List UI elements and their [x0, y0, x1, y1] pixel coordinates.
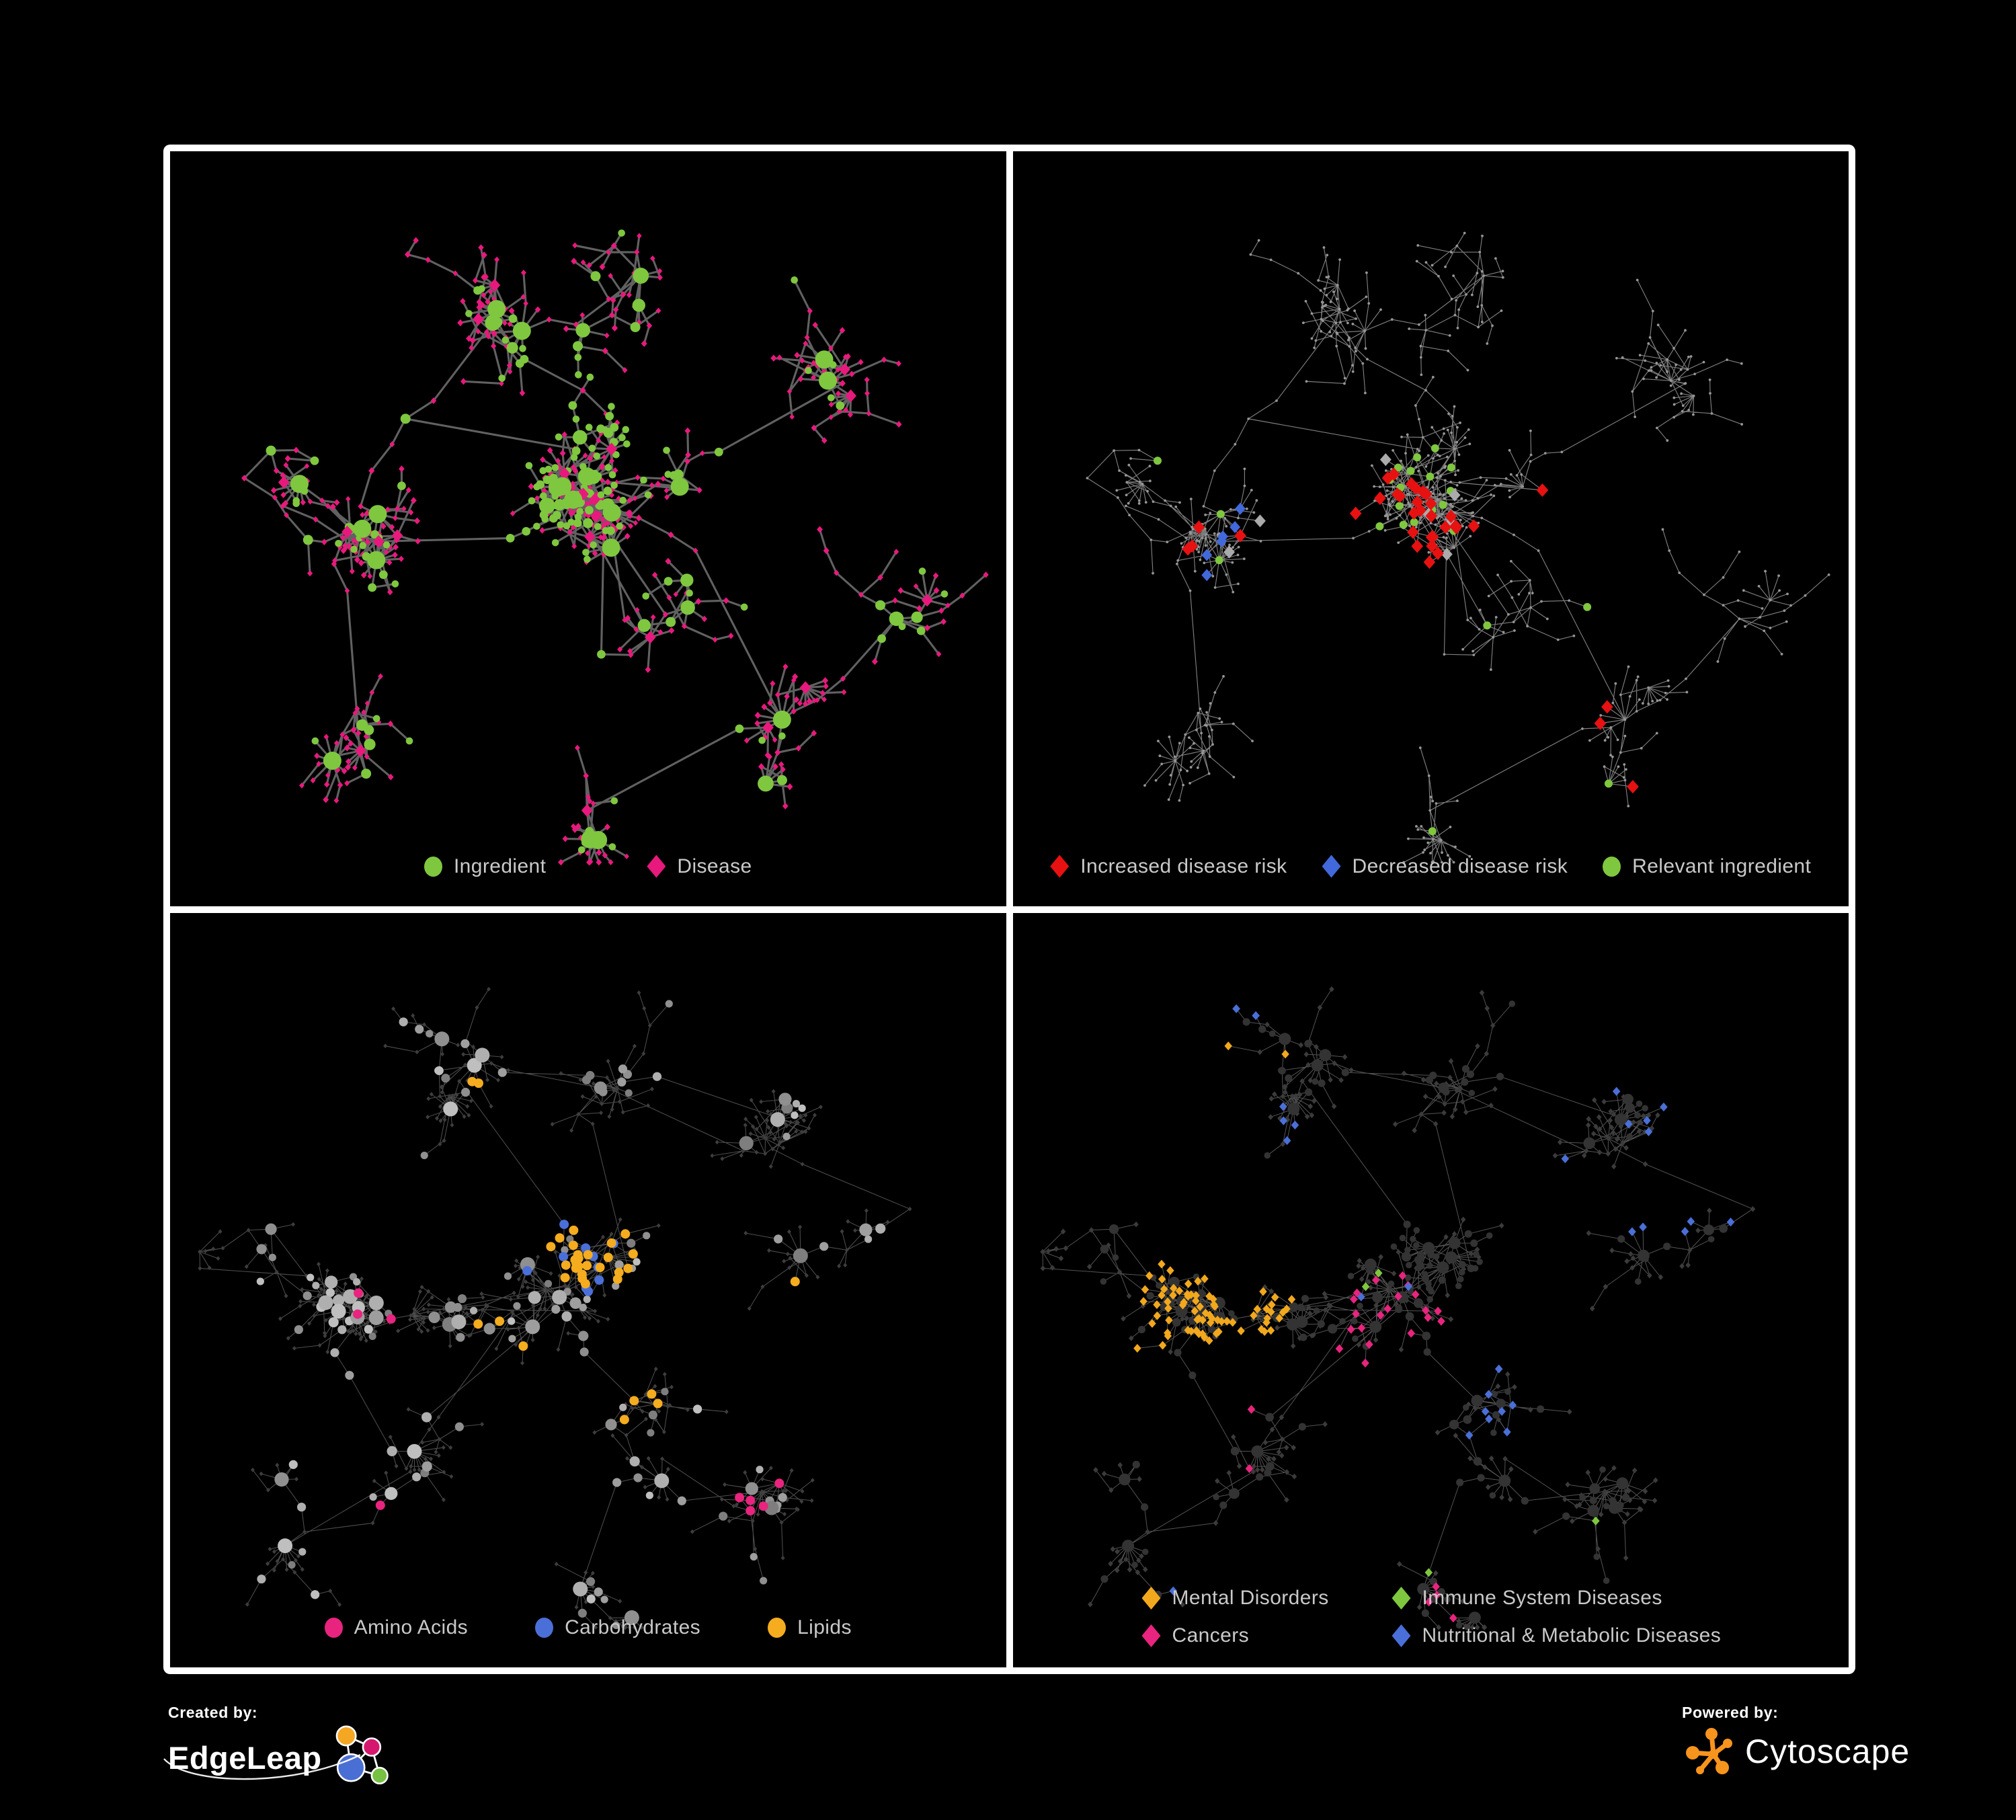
panel-grid: Ingredient Disease Increased disease ris… — [163, 145, 1855, 1674]
legend-item: Increased disease risk — [1050, 855, 1287, 878]
legend-item: Relevant ingredient — [1603, 855, 1811, 878]
legend-label: Disease — [677, 855, 752, 877]
cytoscape-branding: Powered by: Cytoscape — [1682, 1704, 1964, 1811]
panel-disease-classes: Mental Disorders Immune System Diseases … — [1012, 912, 1849, 1667]
disease-class-network — [1039, 986, 1755, 1630]
increased-risk-marker-icon — [1050, 855, 1070, 878]
edgeleap-logo-icon — [335, 1725, 389, 1785]
cancers-marker-icon — [1141, 1624, 1161, 1647]
edgeleap-wordmark: EdgeLeap — [168, 1740, 322, 1776]
edgeleap-logo-row: EdgeLeap — [168, 1723, 410, 1793]
legend-label: Amino Acids — [354, 1616, 469, 1638]
legend-label: Relevant ingredient — [1632, 855, 1812, 877]
decreased-risk-marker-icon — [1322, 855, 1341, 878]
amino-acids-marker-icon — [324, 1618, 343, 1638]
ingredient-disease-network — [241, 229, 989, 866]
disease-risk-network — [1086, 231, 1830, 864]
legend-item: Carbohydrates — [535, 1616, 700, 1639]
legend-item: Mental Disorders — [1141, 1587, 1392, 1610]
ingredient-marker-icon — [424, 856, 442, 877]
legend-item: Ingredient — [424, 855, 546, 878]
legend-item: Cancers — [1141, 1624, 1392, 1647]
legend-label: Cancers — [1172, 1624, 1250, 1647]
legend-label: Decreased disease risk — [1352, 855, 1568, 877]
legend-label: Ingredient — [453, 855, 547, 877]
legend-item: Lipids — [768, 1616, 852, 1639]
created-by-label: Created by: — [168, 1704, 258, 1721]
panel-nutrient-classes: Amino Acids Carbohydrates Lipids — [170, 912, 1006, 1667]
lipids-marker-icon — [768, 1618, 787, 1638]
nutrient-class-network — [198, 986, 912, 1630]
legend-disease-classes: Mental Disorders Immune System Diseases … — [1141, 1587, 1722, 1647]
legend-item: Amino Acids — [324, 1616, 469, 1639]
legend-label: Carbohydrates — [565, 1616, 701, 1638]
panel-ingredient-disease: Ingredient Disease — [170, 151, 1006, 906]
cytoscape-logo-icon — [1686, 1728, 1732, 1774]
legend-item: Nutritional & Metabolic Diseases — [1392, 1624, 1722, 1647]
legend-label: Mental Disorders — [1172, 1587, 1329, 1609]
cytoscape-logo-row: Cytoscape — [1682, 1723, 1964, 1780]
cytoscape-wordmark: Cytoscape — [1745, 1733, 1910, 1770]
legend-ingredient-disease: Ingredient Disease — [170, 855, 1006, 878]
disease-marker-icon — [647, 855, 666, 878]
legend-label: Lipids — [797, 1616, 852, 1638]
powered-by-label: Powered by: — [1682, 1704, 1779, 1721]
legend-item: Decreased disease risk — [1322, 855, 1568, 878]
nutritional-metabolic-marker-icon — [1392, 1624, 1411, 1647]
legend-item: Disease — [647, 855, 752, 878]
relevant-ingredient-marker-icon — [1603, 856, 1621, 877]
panel-disease-risk: Increased disease risk Decreased disease… — [1012, 151, 1849, 906]
legend-disease-risk: Increased disease risk Decreased disease… — [1013, 855, 1849, 878]
mental-disorders-marker-icon — [1141, 1587, 1161, 1610]
legend-label: Immune System Diseases — [1422, 1587, 1662, 1609]
edgeleap-branding: Created by: EdgeLeap — [163, 1704, 410, 1811]
legend-label: Nutritional & Metabolic Diseases — [1422, 1624, 1722, 1647]
carbohydrates-marker-icon — [535, 1618, 554, 1638]
legend-label: Increased disease risk — [1080, 855, 1287, 877]
legend-item: Immune System Diseases — [1392, 1587, 1722, 1610]
immune-system-marker-icon — [1392, 1587, 1411, 1610]
legend-nutrient-classes: Amino Acids Carbohydrates Lipids — [170, 1616, 1006, 1639]
